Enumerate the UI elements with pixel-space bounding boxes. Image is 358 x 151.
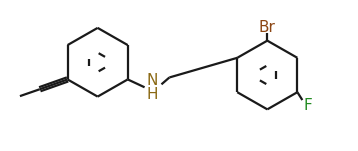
Text: Br: Br [259,20,276,35]
Text: N
H: N H [147,73,158,102]
Text: F: F [303,98,312,113]
